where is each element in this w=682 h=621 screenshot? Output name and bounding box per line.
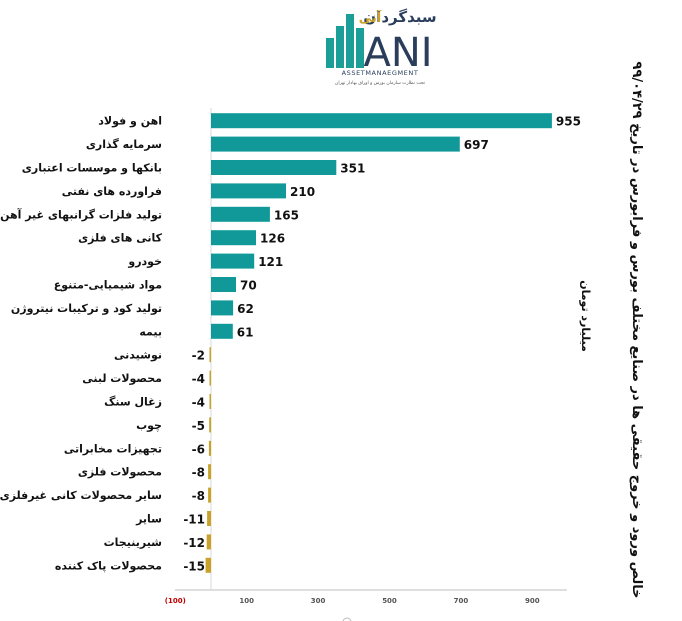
category-label: سایر (135, 513, 162, 526)
category-label: محصولات لبنی (82, 372, 162, 385)
value-label: 121 (258, 255, 283, 269)
bar-5 (211, 230, 256, 246)
unit-label: میلیارد تومان (579, 280, 592, 352)
value-label: 351 (340, 162, 365, 176)
x-ticks-group: (100) 100 300 500 700 900 (165, 597, 540, 605)
value-label: -8 (192, 466, 205, 480)
bar-3 (211, 183, 286, 199)
x-tick-label: 100 (239, 597, 254, 605)
logo-building-icon (326, 14, 364, 68)
category-label: بانکها و موسسات اعتباری (22, 162, 162, 175)
category-label: سرمایه گذاری (86, 138, 162, 151)
category-label: تولید کود و ترکیبات نیتروژن (11, 302, 162, 315)
category-label: سایر محصولات کانی غیرفلزی (0, 489, 162, 502)
value-label: 955 (556, 115, 581, 129)
category-label: فراورده های نفتی (62, 185, 162, 198)
ani-logo: سبدگردان آنی ANI ASSETMANAEGMENT تحت نظا… (326, 8, 437, 86)
bar-8 (211, 300, 234, 316)
bar-18 (206, 534, 211, 550)
bar-13 (209, 417, 211, 433)
bar-0 (211, 113, 552, 129)
bar-6 (211, 253, 255, 269)
category-label: چوب (136, 419, 162, 432)
x-tick-label: 300 (311, 597, 326, 605)
bar-12 (209, 394, 211, 409)
bar-15 (208, 464, 211, 480)
bar-4 (211, 206, 270, 222)
scroll-handle (342, 617, 352, 621)
value-label: -8 (192, 489, 205, 503)
x-tick-label: 900 (525, 597, 540, 605)
logo-tagline-en: ASSETMANAEGMENT (342, 69, 419, 77)
logo-tagline-fa: تحت نظارت سازمان بورس و اوراق بهادار تهر… (335, 81, 426, 86)
value-label: -4 (192, 372, 205, 386)
value-label: 165 (274, 208, 299, 222)
category-label: تجهیزات مخابراتی (64, 442, 162, 455)
bar-19 (205, 557, 211, 573)
value-label: 126 (260, 232, 285, 246)
category-label: مواد شیمیایی-متنوع (54, 279, 162, 292)
bar-14 (208, 440, 211, 456)
x-tick-label: 700 (454, 597, 469, 605)
bar-17 (207, 511, 211, 526)
value-label: 210 (290, 185, 315, 199)
logo-mark: ANI (363, 30, 432, 76)
category-label: اهن و فولاد (98, 115, 162, 128)
value-label: 697 (464, 138, 489, 152)
bar-2 (211, 160, 337, 175)
value-label: 62 (237, 302, 254, 316)
bar-9 (211, 323, 233, 339)
category-label: نوشیدنی (114, 349, 162, 362)
bar-1 (211, 136, 460, 152)
category-label: تولید فلزات گرانبهای غیر آهن (0, 207, 162, 221)
value-label: 61 (237, 325, 254, 339)
value-label: -15 (183, 559, 205, 573)
bar-11 (209, 370, 211, 386)
value-label: 70 (240, 279, 257, 293)
value-label: -5 (192, 419, 205, 433)
bars-group: اهن و فولاد 955 سرمایه گذاری 697 بانکها و مو… (0, 113, 581, 573)
value-label: -11 (183, 513, 205, 527)
logo-brand-fa-accent: آنی (359, 9, 382, 26)
category-label: خودرو (127, 255, 162, 268)
category-label: محصولات پاک کننده (55, 559, 162, 572)
category-label: کانی های فلزی (78, 232, 163, 245)
x-tick-label: (100) (165, 597, 186, 605)
category-label: محصولات فلزی (78, 466, 162, 479)
category-label: زغال سنگ (104, 395, 162, 409)
chart-title: خالص ورود و خروج حقیقی ها در صنایع مختلف… (629, 62, 644, 599)
value-label: -2 (192, 349, 205, 363)
x-tick-label: 500 (382, 597, 397, 605)
bar-16 (208, 487, 211, 503)
category-label: بیمه (139, 325, 162, 338)
value-label: -4 (192, 396, 205, 410)
logo-brand-fa: سبدگردان (363, 8, 436, 26)
bar-10 (209, 347, 211, 363)
value-label: -12 (183, 536, 205, 550)
value-label: -6 (192, 442, 205, 456)
category-label: شیرینیجات (104, 536, 162, 549)
bar-7 (211, 277, 236, 292)
